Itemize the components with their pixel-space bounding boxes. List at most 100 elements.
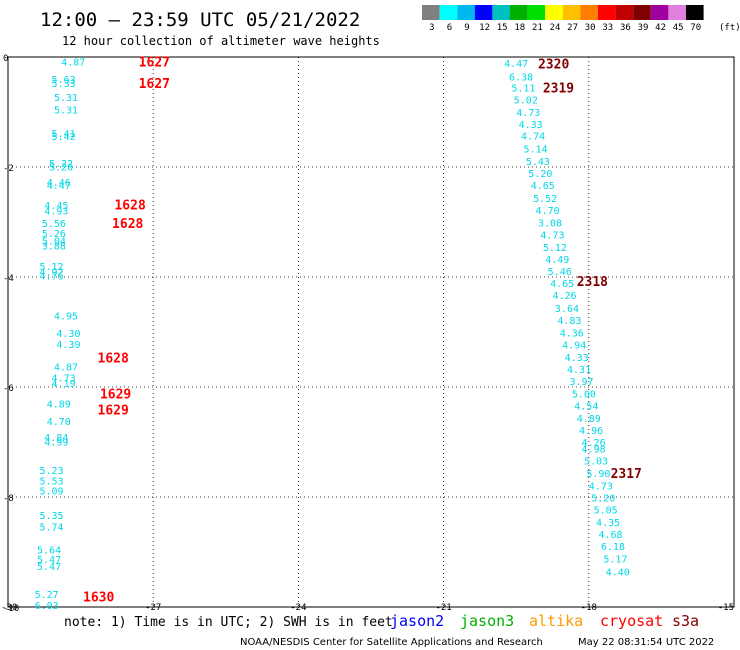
swh-point-label: 4.73: [540, 231, 564, 242]
swh-point-label: 5.74: [39, 523, 63, 534]
swh-point-label: 4.95: [54, 312, 78, 323]
y-tick-label: -8: [3, 494, 14, 504]
swh-point-label: 5.63: [52, 75, 76, 86]
swh-point-label: 5.43: [526, 157, 550, 168]
pass-time-label: 1630: [83, 591, 114, 606]
y-tick-label: -2: [3, 164, 14, 174]
legend-tick-label: 42: [655, 23, 666, 33]
swh-point-label: 4.73: [589, 481, 613, 492]
swh-point-label: 4.26: [553, 291, 577, 302]
swh-point-label: 4.49: [545, 255, 569, 266]
legend-tick-label: 24: [550, 23, 561, 33]
legend-tick-label: 15: [497, 23, 508, 33]
swh-point-label: 5.23: [39, 466, 63, 477]
swh-point-label: 5.31: [54, 105, 78, 116]
plot-frame: [7, 56, 735, 608]
swh-point-label: 4.45: [44, 201, 68, 212]
swh-point-label: 4.35: [596, 518, 620, 529]
swh-point-label: 4.54: [574, 402, 598, 413]
swh-point-label: 4.99: [44, 437, 68, 448]
swh-point-label: 5.11: [511, 83, 535, 94]
swh-point-label: 4.26: [582, 438, 606, 449]
swh-point-label: 4.89: [47, 400, 71, 411]
swh-point-label: 4.98: [582, 445, 606, 456]
legend-tick-label: 27: [567, 23, 578, 33]
swh-point-label: 3.08: [538, 219, 562, 230]
legend-swatch: [527, 5, 546, 20]
swh-point-label: 4.83: [557, 316, 581, 327]
legend-tick-label: 33: [602, 23, 613, 33]
swh-point-label: 4.36: [560, 329, 584, 340]
plot-area: -10 -8 -6 -4 -2 0 -30 -27 -24 -21 -18 -15 4.87 5.63…: [1, 54, 735, 614]
legend-tick-label: 70: [690, 23, 701, 33]
y-tick-label: -10: [3, 604, 19, 614]
x-tick-label: -15: [718, 603, 734, 613]
x-axis-ticks: -30 -27 -24 -21 -18 -15: [1, 603, 734, 613]
swh-point-label: 5.35: [39, 511, 63, 522]
swh-point-label: 5.00: [572, 390, 596, 401]
legend-tick-label: 30: [585, 23, 596, 33]
swh-point-label: 4.92: [39, 268, 63, 279]
swh-point-label: 5.20: [528, 169, 552, 180]
legend-swatch: [668, 5, 686, 20]
x-tick-label: -18: [581, 603, 597, 613]
swh-point-label: 4.84: [44, 433, 68, 444]
swh-point-label: 5.64: [37, 545, 61, 556]
pass-time-label: 1627: [139, 55, 170, 70]
swh-point-label: 4.46: [47, 178, 71, 189]
mission-legend-cryosat: cryosat: [600, 612, 663, 630]
legend-tick-label: 12: [479, 23, 490, 33]
pass-time-label: 2317: [611, 467, 642, 482]
swh-point-label: 5.26: [42, 229, 66, 240]
mission-legend-jason3: jason3: [460, 612, 514, 630]
legend-swatch: [686, 5, 704, 20]
swh-point-label: 5.17: [603, 555, 627, 566]
swh-point-label: 5.52: [533, 194, 557, 205]
swh-point-label: 5.12: [543, 243, 567, 254]
swh-point-label: 4.89: [577, 414, 601, 425]
swh-point-label: 5.31: [54, 93, 78, 104]
swh-point-label: 5.09: [39, 486, 63, 497]
swh-point-label: 5.47: [37, 555, 61, 566]
pass-time-label: 1628: [114, 198, 145, 213]
footnote: note: 1) Time is in UTC; 2) SWH is in fe…: [64, 615, 393, 630]
x-tick-label: -21: [435, 603, 451, 613]
swh-point-label: 3.64: [555, 304, 579, 315]
pass-time-label: 1628: [112, 217, 143, 232]
swh-point-label: 4.93: [44, 206, 68, 217]
swh-point-label: 4.19: [52, 379, 76, 390]
swh-point-label: 5.47: [37, 562, 61, 573]
chart-subtitle: 12 hour collection of altimeter wave hei…: [62, 34, 380, 48]
legend-tick-label: 9: [464, 23, 469, 33]
y-axis-ticks: -10 -8 -6 -4 -2 0: [3, 54, 19, 614]
grid-lines: [8, 57, 734, 607]
legend-swatch: [650, 5, 669, 20]
legend-swatch: [510, 5, 528, 20]
legend-tick-label: 21: [532, 23, 543, 33]
legend-swatch: [545, 5, 563, 20]
swh-point-label: 3.97: [569, 377, 593, 388]
swh-point-label: 4.87: [54, 363, 78, 374]
x-tick-label: -30: [1, 603, 17, 613]
swh-point-label: 6.18: [601, 542, 625, 553]
swh-point-label: 5.41: [52, 129, 76, 140]
swh-point-label: 4.47: [47, 181, 71, 192]
legend-tick-label: 18: [514, 23, 525, 33]
swh-point-label: 4.33: [565, 353, 589, 364]
legend-swatch: [615, 5, 634, 20]
pass-time-label: 2318: [577, 275, 608, 290]
timestamp: May 22 08:31:54 UTC 2022: [578, 637, 714, 648]
pass-time-label: 2319: [543, 81, 574, 96]
y-tick-label: -6: [3, 384, 14, 394]
x-tick-label: -27: [145, 603, 161, 613]
pass-time-label: 1628: [98, 351, 129, 366]
credit-line: NOAA/NESDIS Center for Satellite Applica…: [240, 637, 543, 648]
swh-point-label: 4.68: [598, 530, 622, 541]
swh-point-label: 5.02: [514, 95, 538, 106]
legend-unit: (ft): [719, 23, 740, 33]
swh-point-label: 5.12: [39, 262, 63, 273]
swh-point-label: 4.73: [516, 108, 540, 119]
swh-point-label: 4.87: [61, 57, 85, 68]
